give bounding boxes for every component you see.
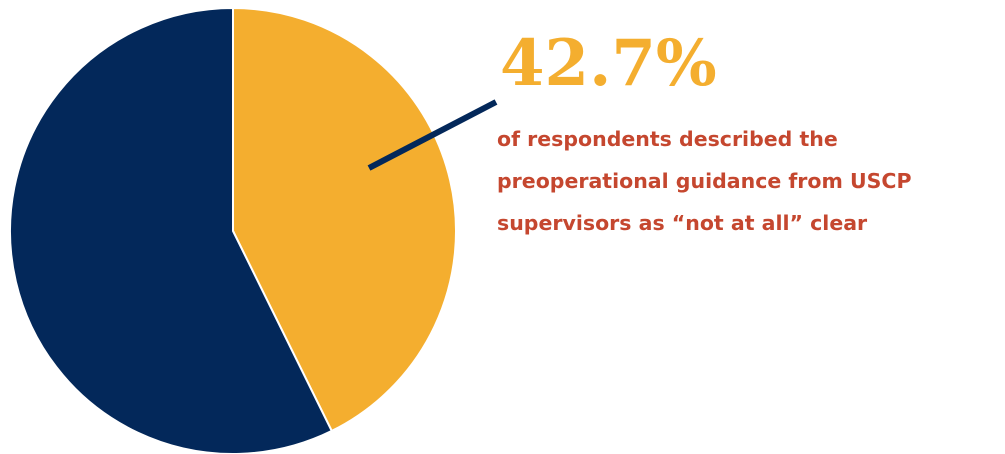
caption-line-3: supervisors as “not at all” clear (497, 211, 868, 235)
highlight-percentage: 42.7% (500, 26, 717, 101)
pie-slice-2 (9, 7, 333, 454)
highlight-caption: of respondents described the preoperatio… (497, 118, 1003, 244)
callout-leader-line (367, 99, 498, 171)
caption-line-2: preoperational guidance from USCP (497, 169, 912, 193)
pie-slice-1 (232, 7, 457, 432)
pie-slices (9, 7, 457, 454)
caption-line-1: of respondents described the (497, 127, 838, 151)
